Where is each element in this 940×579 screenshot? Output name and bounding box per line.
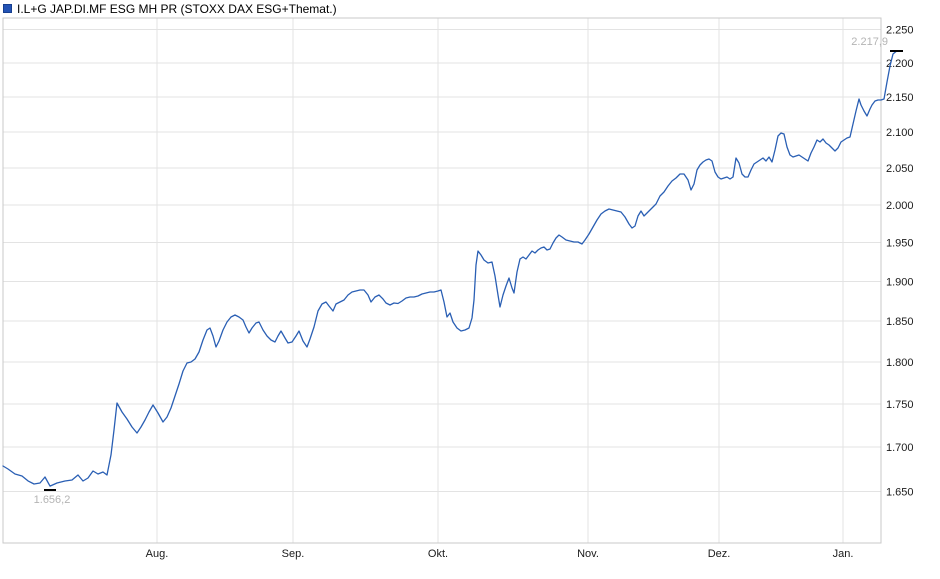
y-tick-label: 2.150 xyxy=(886,92,914,104)
x-tick-label: Nov. xyxy=(577,548,599,560)
y-tick-label: 1.700 xyxy=(886,442,914,454)
y-tick-label: 1.900 xyxy=(886,276,914,288)
y-tick-label: 1.800 xyxy=(886,357,914,369)
chart-legend: I.L+G JAP.DI.MF ESG MH PR (STOXX DAX ESG… xyxy=(3,1,337,16)
x-tick-label: Sep. xyxy=(282,548,305,560)
price-line xyxy=(2,50,898,487)
x-tick-label: Jan. xyxy=(833,548,854,560)
y-tick-label: 2.000 xyxy=(886,200,914,212)
series-legend-swatch xyxy=(3,4,12,13)
y-tick-label: 2.050 xyxy=(886,163,914,175)
y-tick-label: 1.650 xyxy=(886,487,914,499)
y-tick-label: 2.250 xyxy=(886,24,914,36)
x-tick-label: Okt. xyxy=(428,548,448,560)
y-tick-label: 1.850 xyxy=(886,316,914,328)
x-tick-label: Dez. xyxy=(708,548,731,560)
y-tick-label: 1.750 xyxy=(886,399,914,411)
y-tick-label: 2.100 xyxy=(886,127,914,139)
plot-border xyxy=(2,17,882,544)
y-tick-label: 1.950 xyxy=(886,238,914,250)
last-value-annotation: 2.217,9 xyxy=(851,36,888,48)
low-value-annotation: 1.656,2 xyxy=(34,494,71,506)
x-tick-label: Aug. xyxy=(146,548,169,560)
chart-title: I.L+G JAP.DI.MF ESG MH PR (STOXX DAX ESG… xyxy=(17,1,337,16)
y-tick-label: 2.200 xyxy=(886,58,914,70)
